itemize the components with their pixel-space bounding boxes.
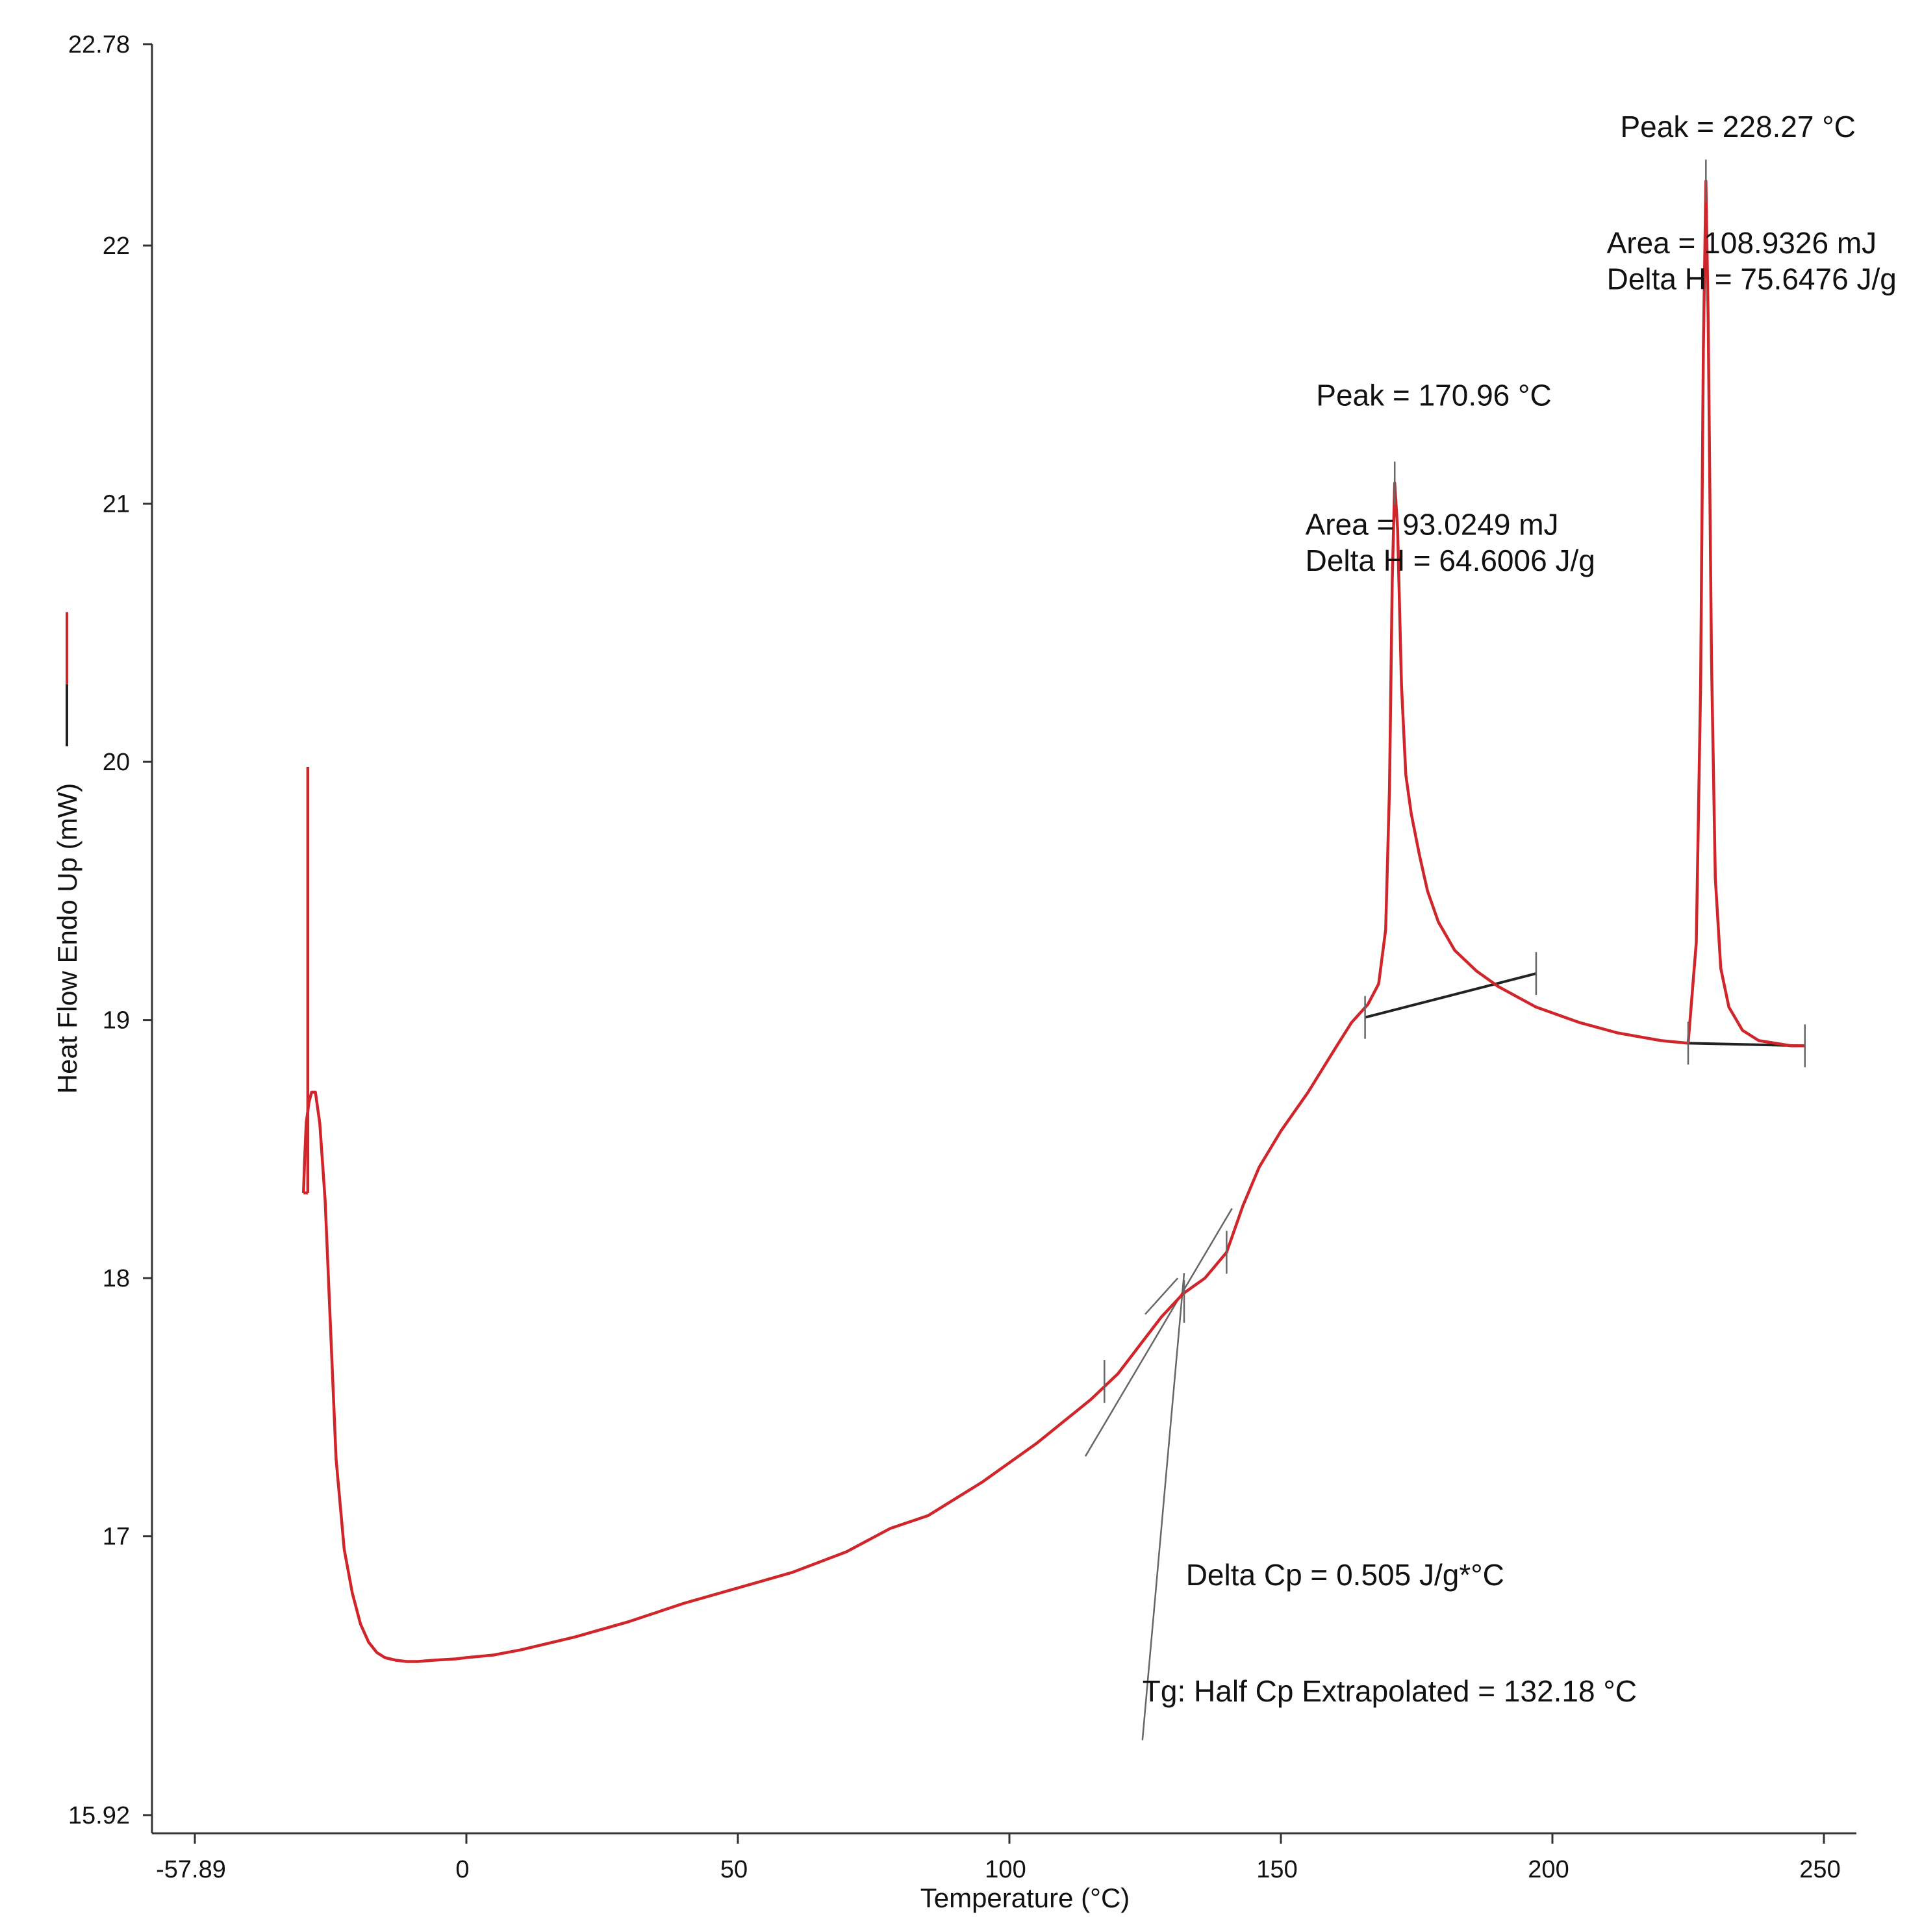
x-axis: -57.89 0 50 100 150 200 250 bbox=[152, 1832, 1856, 1883]
x-tick-label: 100 bbox=[985, 1856, 1026, 1883]
x-axis-title: Temperature (°C) bbox=[920, 1883, 1130, 1913]
annotation-peak-2: Peak = 228.27 °C bbox=[1621, 110, 1856, 144]
annotations: Peak = 170.96 °C Area = 93.0249 mJ Delta… bbox=[1143, 110, 1897, 1708]
y-axis-ticks: 15.92 17 18 19 20 21 22 22.78 bbox=[68, 31, 152, 1829]
annotation-area-2: Area = 108.9326 mJ bbox=[1607, 226, 1877, 260]
heat-flow-line bbox=[301, 179, 1805, 1663]
y-tick-label: 20 bbox=[103, 749, 130, 776]
y-tick-label: 19 bbox=[103, 1007, 130, 1035]
tg-leader-line bbox=[1141, 1273, 1185, 1740]
tangent-line bbox=[1144, 1277, 1179, 1315]
peak-baselines bbox=[1365, 972, 1805, 1048]
x-tick-label: 50 bbox=[720, 1856, 748, 1883]
y-tick-label: 17 bbox=[103, 1524, 130, 1551]
x-tick-label: 150 bbox=[1256, 1856, 1297, 1883]
x-tick-label: 200 bbox=[1528, 1856, 1569, 1883]
y-tick-label: 22.78 bbox=[68, 31, 130, 58]
x-tick-label: 0 bbox=[455, 1856, 469, 1883]
annotation-peak-1: Peak = 170.96 °C bbox=[1316, 379, 1551, 412]
x-tick-label: 250 bbox=[1799, 1856, 1840, 1883]
x-tick-label: -57.89 bbox=[156, 1856, 226, 1883]
y-tick-label: 22 bbox=[103, 232, 130, 260]
annotation-delta-cp: Delta Cp = 0.505 J/g*°C bbox=[1186, 1558, 1504, 1592]
marker-ticks bbox=[1104, 159, 1806, 1403]
tangent-line bbox=[1084, 1208, 1233, 1457]
y-axis-title: Heat Flow Endo Up (mW) bbox=[52, 783, 82, 1094]
y-axis: 15.92 17 18 19 20 21 22 22.78 bbox=[68, 31, 153, 1833]
annotation-delta-h-1: Delta H = 64.6006 J/g bbox=[1306, 544, 1595, 577]
annotation-area-1: Area = 93.0249 mJ bbox=[1306, 507, 1559, 541]
construction-lines bbox=[1084, 1208, 1233, 1740]
y-tick-label: 15.92 bbox=[68, 1802, 130, 1829]
annotation-tg: Tg: Half Cp Extrapolated = 132.18 °C bbox=[1143, 1674, 1637, 1708]
y-tick-label: 21 bbox=[103, 491, 130, 518]
y-tick-label: 18 bbox=[103, 1265, 130, 1292]
annotation-delta-h-2: Delta H = 75.6476 J/g bbox=[1607, 262, 1897, 296]
x-axis-ticks: -57.89 0 50 100 150 200 250 bbox=[156, 1833, 1841, 1883]
peak-baseline bbox=[1365, 972, 1537, 1019]
heat-flow-series bbox=[301, 179, 1805, 1663]
